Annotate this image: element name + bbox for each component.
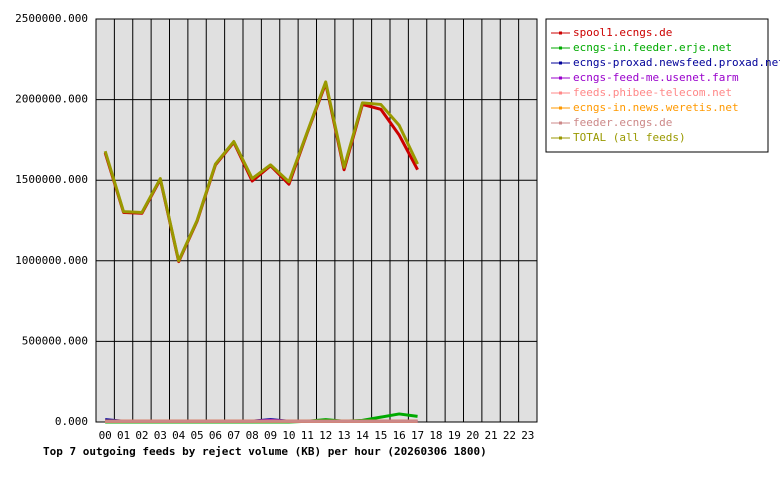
x-tick-label: 02 — [135, 429, 148, 442]
legend-label: ecngs-proxad.newsfeed.proxad.net — [573, 56, 780, 69]
y-tick-label: 500000.000 — [22, 334, 88, 347]
legend-label: ecngs-in.news.weretis.net — [573, 101, 739, 114]
x-tick-label: 00 — [99, 429, 112, 442]
x-tick-label: 12 — [319, 429, 332, 442]
x-tick-label: 07 — [227, 429, 240, 442]
x-tick-label: 08 — [246, 429, 259, 442]
series-line — [103, 80, 419, 263]
legend-marker — [559, 106, 562, 110]
legend-label: spool1.ecngs.de — [573, 26, 672, 39]
legend-marker — [559, 121, 562, 125]
legend-label: TOTAL (all feeds) — [573, 131, 686, 144]
y-tick-label: 2500000.000 — [15, 12, 88, 25]
chart-title: Top 7 outgoing feeds by reject volume (K… — [43, 445, 487, 458]
x-tick-label: 01 — [117, 429, 130, 442]
x-tick-label: 14 — [356, 429, 370, 442]
x-tick-label: 13 — [337, 429, 350, 442]
x-tick-label: 03 — [154, 429, 167, 442]
legend-label: ecngs-feed-me.usenet.farm — [573, 71, 739, 84]
x-tick-label: 23 — [521, 429, 534, 442]
x-tick-label: 05 — [190, 429, 203, 442]
x-tick-label: 18 — [429, 429, 442, 442]
legend-marker — [559, 31, 562, 35]
legend-label: feeder.ecngs.de — [573, 116, 672, 129]
y-tick-label: 2000000.000 — [15, 93, 88, 106]
x-tick-label: 19 — [448, 429, 461, 442]
legend-label: feeds.phibee-telecom.net — [573, 86, 732, 99]
x-tick-label: 21 — [484, 429, 497, 442]
x-tick-label: 17 — [411, 429, 424, 442]
x-tick-label: 11 — [301, 429, 314, 442]
legend-marker — [559, 76, 562, 80]
legend-label: ecngs-in.feeder.erje.net — [573, 41, 732, 54]
x-tick-label: 09 — [264, 429, 277, 442]
x-tick-label: 16 — [393, 429, 406, 442]
y-tick-label: 0.000 — [55, 415, 88, 428]
legend-marker — [559, 91, 562, 95]
y-tick-label: 1000000.000 — [15, 254, 88, 267]
legend-marker — [559, 136, 562, 140]
x-tick-label: 06 — [209, 429, 222, 442]
x-tick-label: 04 — [172, 429, 186, 442]
x-tick-label: 15 — [374, 429, 387, 442]
legend-marker — [559, 61, 562, 65]
x-tick-label: 20 — [466, 429, 479, 442]
x-tick-label: 10 — [282, 429, 295, 442]
legend-marker — [559, 46, 562, 50]
y-tick-label: 1500000.000 — [15, 173, 88, 186]
legend-box — [545, 18, 769, 153]
x-tick-label: 22 — [503, 429, 516, 442]
